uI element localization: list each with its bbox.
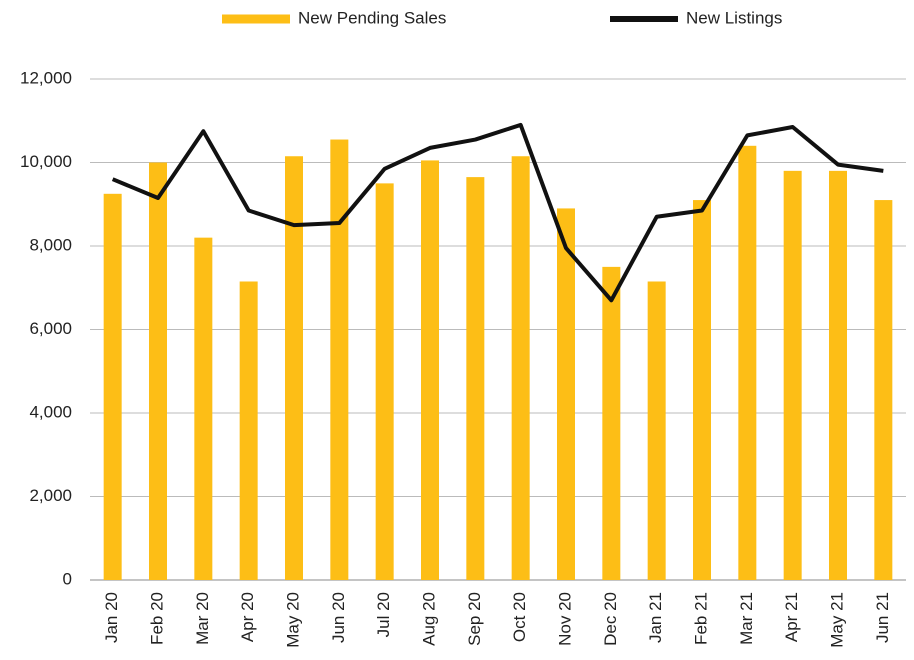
x-tick-label: Dec 20 [601, 592, 620, 646]
bar [557, 208, 575, 581]
x-tick-label: Jan 20 [102, 592, 121, 643]
y-tick-label: 0 [63, 569, 72, 588]
y-tick-label: 12,000 [20, 68, 72, 87]
x-tick-label: Feb 21 [691, 592, 710, 645]
bar [783, 170, 802, 580]
y-tick-label: 6,000 [29, 319, 72, 338]
x-tick-label: Nov 20 [555, 592, 574, 646]
bar [466, 177, 485, 581]
bar [285, 156, 303, 581]
x-tick-label: May 20 [283, 592, 302, 648]
x-tick-label: Oct 20 [510, 592, 529, 642]
x-tick-label: Apr 21 [782, 592, 801, 642]
line [111, 122, 884, 303]
x-tick-label: May 21 [827, 592, 846, 648]
x-tick-label: Jun 20 [329, 592, 348, 643]
bar [239, 281, 258, 580]
bar [330, 139, 349, 580]
legend-label: New Listings [686, 8, 782, 27]
x-tick-label: Mar 21 [737, 592, 756, 645]
bar [375, 183, 394, 580]
bar [738, 145, 757, 581]
bar [103, 193, 122, 580]
y-tick-label: 8,000 [29, 235, 72, 254]
bar [421, 160, 439, 580]
x-tick-label: Jun 21 [873, 592, 892, 643]
y-tick-label: 10,000 [20, 152, 72, 171]
bar [149, 162, 167, 580]
bar [511, 156, 530, 581]
x-tick-label: Aug 20 [419, 592, 438, 646]
y-tick-label: 2,000 [29, 486, 72, 505]
legend-label: New Pending Sales [298, 8, 446, 27]
y-tick-label: 4,000 [29, 402, 72, 421]
x-tick-label: Jan 21 [646, 592, 665, 643]
x-tick-label: Mar 20 [193, 592, 212, 645]
x-tick-label: Feb 20 [147, 592, 166, 645]
bar [647, 281, 666, 580]
bar [874, 200, 893, 580]
x-tick-label: Jul 20 [374, 592, 393, 637]
bar [602, 266, 621, 580]
x-tick-label: Sep 20 [465, 592, 484, 646]
x-tick-label: Apr 20 [238, 592, 257, 642]
bar [829, 170, 847, 580]
bar [194, 237, 213, 580]
bar [693, 200, 711, 580]
